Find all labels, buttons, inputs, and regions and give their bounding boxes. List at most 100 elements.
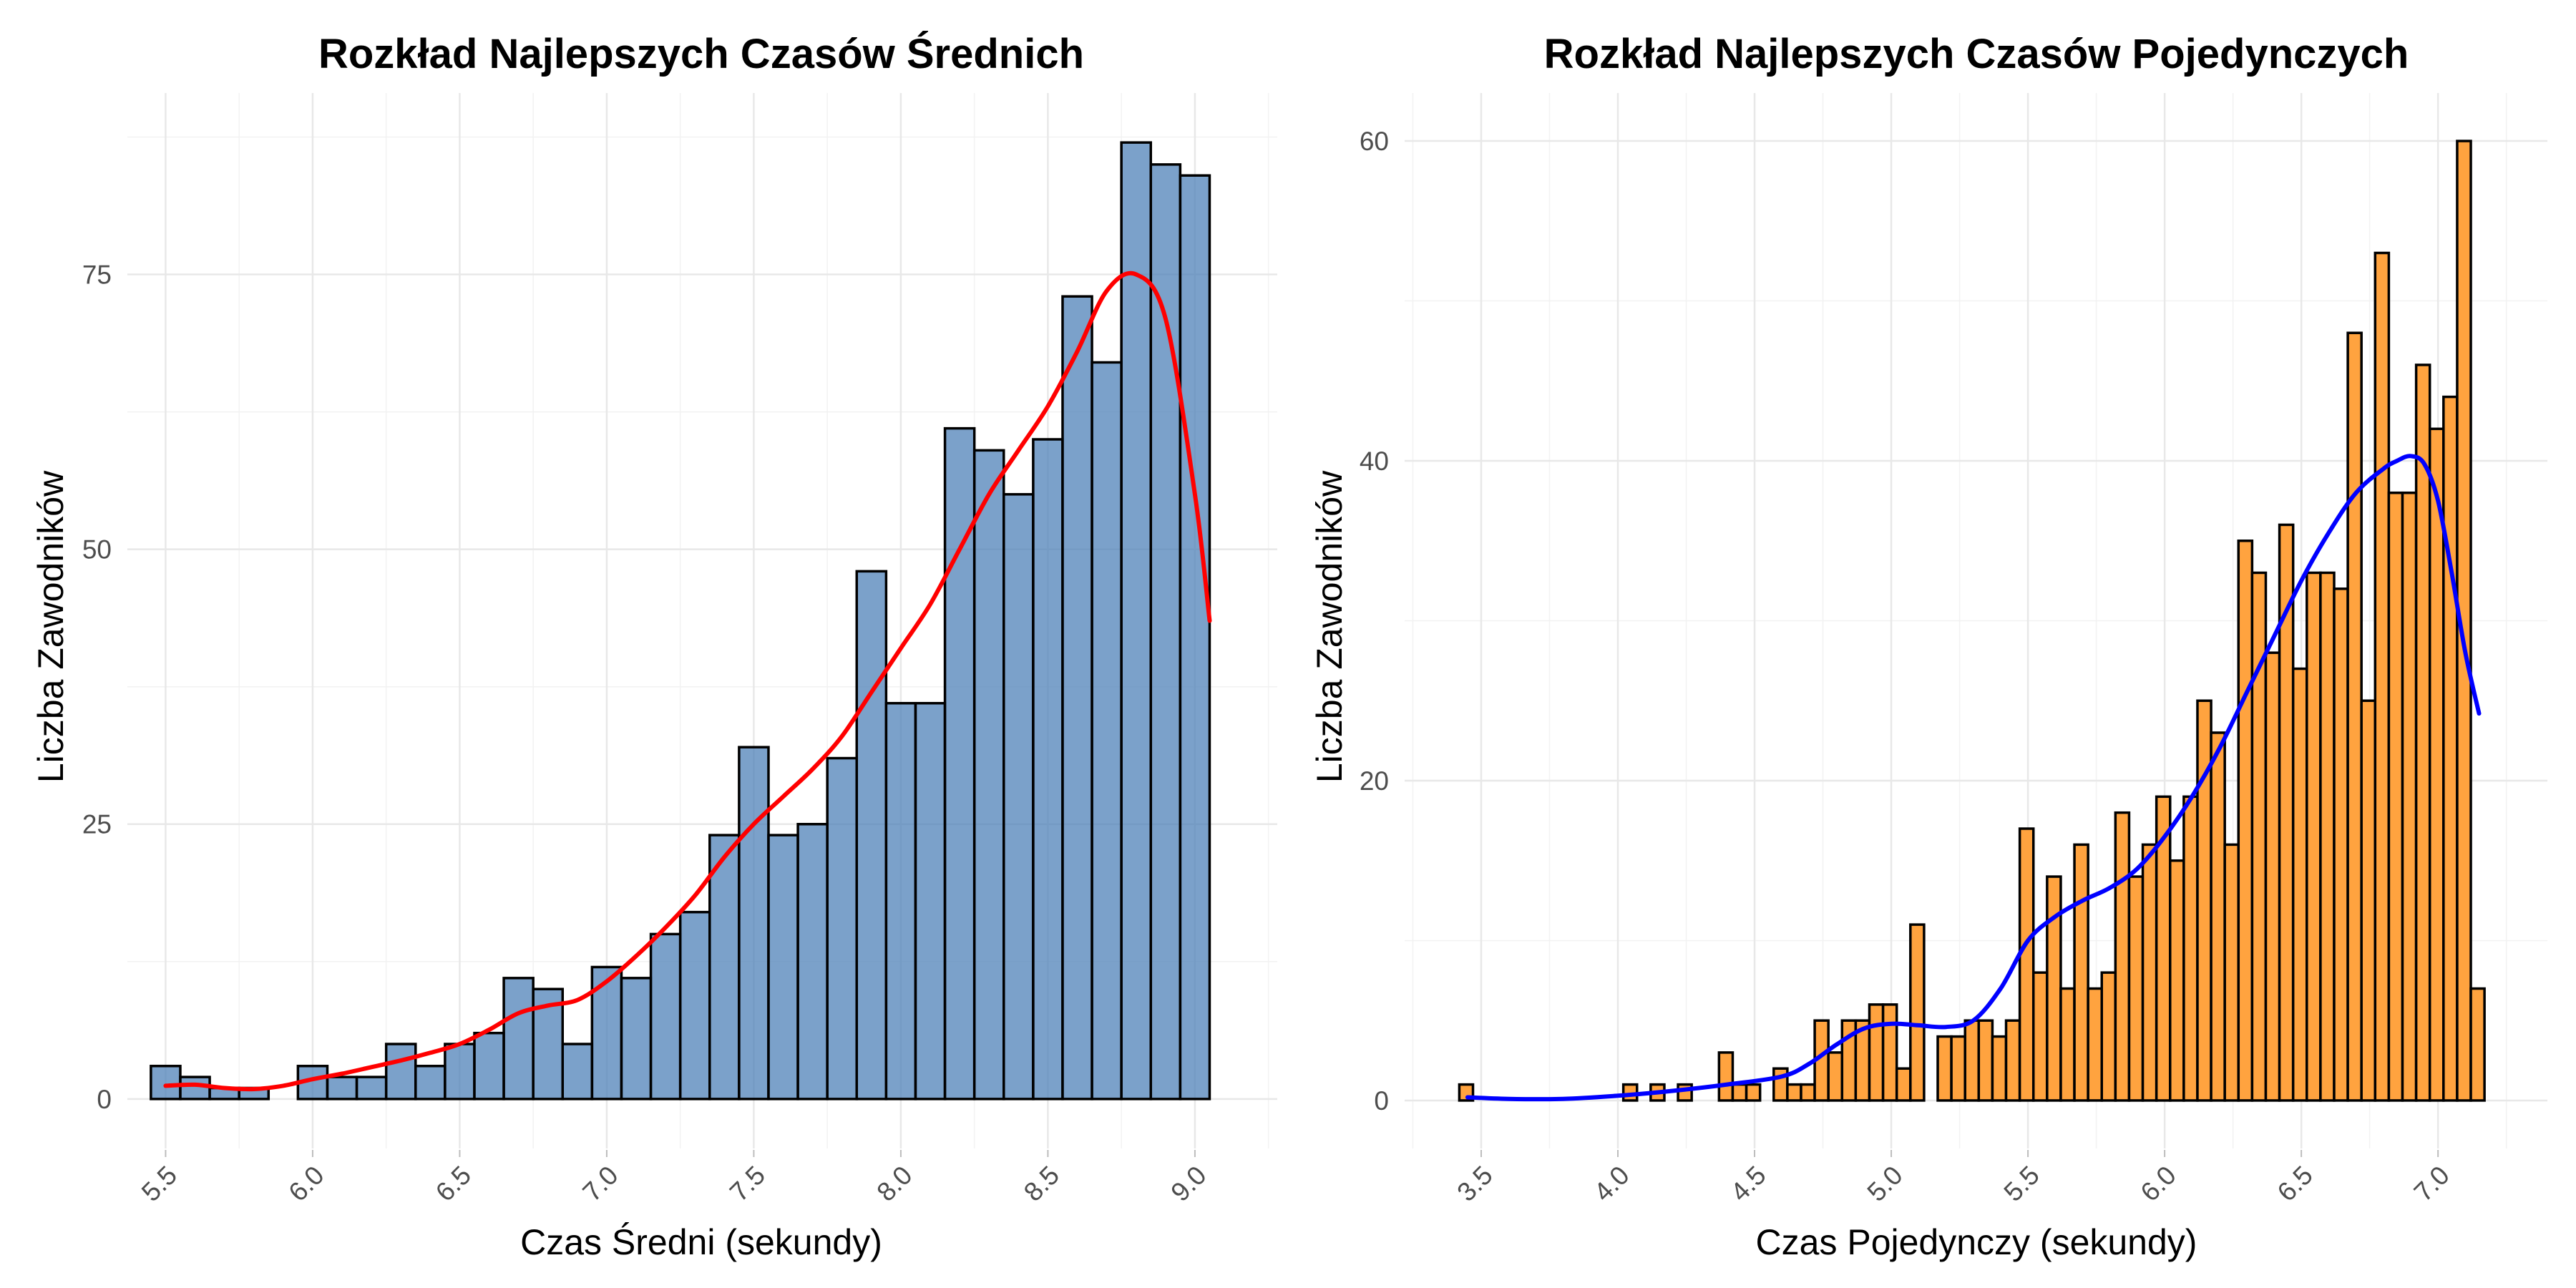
- x-tick-label: 3.5: [1451, 1160, 1498, 1206]
- histogram-bar: [738, 746, 770, 1101]
- histogram-bar: [2127, 875, 2145, 1102]
- histogram-bar: [1909, 923, 1926, 1102]
- x-axis-title: Czas Pojedynczy (sekundy): [1756, 1222, 2197, 1262]
- histogram-bar: [2264, 651, 2281, 1102]
- y-tick-label: 0: [1374, 1086, 1389, 1116]
- x-axis-ticks: 5.5 6.0 6.5 7.0 7.5 8.0 8.5 9.0: [136, 1150, 1212, 1207]
- histogram-bar: [1963, 1019, 1981, 1102]
- x-tick-label: 8.5: [1018, 1160, 1065, 1206]
- histogram-bar: [2306, 571, 2322, 1102]
- histogram-bar: [914, 701, 947, 1101]
- histogram-bar: [1786, 1083, 1802, 1102]
- histogram-bar: [1120, 141, 1153, 1101]
- histogram-bar: [1895, 1067, 1912, 1102]
- histogram-bar: [2346, 331, 2363, 1102]
- chart-title: Rozkład Najlepszych Czasów Średnich: [318, 31, 1084, 77]
- histogram-bar: [2456, 140, 2472, 1102]
- histogram-bar: [150, 1065, 182, 1101]
- x-tick-label: 7.5: [724, 1160, 771, 1206]
- histogram-bar: [1950, 1035, 1966, 1102]
- histogram-bar: [2059, 987, 2076, 1102]
- x-tick-label: 6.5: [430, 1160, 477, 1206]
- histogram-bar: [473, 1031, 505, 1101]
- histogram-bar: [1731, 1083, 1748, 1102]
- histogram-bar: [2401, 491, 2418, 1102]
- panel-average-times: Rozkład Najlepszych Czasów Średnich 5.5 6…: [31, 31, 1277, 1262]
- density-curve: [163, 270, 1212, 1092]
- histogram-bar: [620, 977, 653, 1101]
- histogram-bar: [2442, 395, 2459, 1102]
- y-tick-label: 50: [82, 535, 112, 565]
- histogram-bar: [1868, 1003, 1885, 1102]
- histogram-bar: [1977, 1019, 1994, 1102]
- histogram-bar: [2319, 571, 2336, 1102]
- histogram-bar: [2428, 427, 2445, 1102]
- histogram-bar: [678, 910, 711, 1101]
- histogram-bar: [855, 570, 888, 1101]
- histogram-bar: [326, 1075, 358, 1101]
- y-tick-label: 40: [1360, 447, 1389, 476]
- histogram-bar: [1717, 1051, 1735, 1102]
- y-axis-title: Liczba Zawodników: [31, 470, 71, 783]
- bars: [150, 141, 1211, 1101]
- histogram-bar: [2141, 843, 2158, 1102]
- histogram-bar: [1800, 1083, 1816, 1102]
- histogram-bar: [2250, 571, 2268, 1102]
- histogram-bar: [2469, 987, 2486, 1102]
- histogram-bar: [767, 834, 799, 1101]
- chart-title: Rozkład Najlepszych Czasów Pojedynczych: [1544, 31, 2409, 77]
- histogram-bar: [355, 1075, 388, 1101]
- histogram-bar: [444, 1043, 476, 1101]
- histogram-bar: [502, 977, 535, 1101]
- y-axis-ticks: 0 25 50 75: [82, 260, 112, 1114]
- y-tick-label: 25: [82, 810, 112, 839]
- histogram-bar: [179, 1075, 211, 1101]
- histogram-bar: [1091, 361, 1123, 1101]
- histogram-bar: [2018, 827, 2035, 1102]
- x-tick-label: 6.5: [2272, 1160, 2318, 1206]
- histogram-bar: [884, 701, 917, 1101]
- x-tick-label: 4.5: [1725, 1160, 1772, 1206]
- x-tick-label: 5.0: [1862, 1160, 1908, 1206]
- histogram-bar: [972, 449, 1005, 1101]
- density-curve-group: [163, 270, 1212, 1092]
- bars: [1458, 140, 2486, 1102]
- histogram-bar: [2373, 251, 2391, 1102]
- histogram-bar: [2031, 971, 2049, 1102]
- x-tick-label: 5.5: [1999, 1160, 2045, 1206]
- histogram-bar: [1149, 163, 1182, 1101]
- histogram-bar: [826, 756, 859, 1101]
- x-axis-title: Czas Średni (sekundy): [520, 1221, 882, 1262]
- histogram-bar: [384, 1043, 417, 1101]
- histogram-bar: [796, 822, 829, 1101]
- histogram-bar: [2046, 875, 2062, 1102]
- x-tick-label: 4.0: [1588, 1160, 1634, 1206]
- histogram-bar: [2333, 587, 2349, 1102]
- histogram-bar: [2291, 667, 2308, 1102]
- histogram-bar: [2004, 1019, 2021, 1102]
- histogram-bar: [1881, 1003, 1898, 1102]
- histogram-bar: [2196, 699, 2212, 1102]
- histogram-bar: [2223, 843, 2240, 1102]
- histogram-bar: [2114, 811, 2131, 1102]
- histogram-bar: [708, 834, 741, 1101]
- density-curve-group: [1465, 454, 2482, 1102]
- histogram-bar: [2237, 540, 2254, 1102]
- histogram-bar: [1745, 1083, 1762, 1102]
- y-tick-label: 75: [82, 260, 112, 290]
- y-tick-label: 0: [97, 1085, 112, 1114]
- histogram-bar: [2169, 859, 2185, 1102]
- x-tick-label: 7.0: [2409, 1160, 2455, 1206]
- histogram-bar: [1936, 1035, 1953, 1102]
- panel-single-times: Rozkład Najlepszych Czasów Pojedynczych …: [1309, 31, 2547, 1262]
- histogram-bar: [2073, 843, 2089, 1102]
- histogram-bar: [1827, 1051, 1844, 1102]
- histogram-bar: [1002, 493, 1035, 1101]
- histogram-bar: [2360, 699, 2377, 1102]
- histogram-bar: [561, 1043, 594, 1101]
- x-tick-label: 9.0: [1165, 1160, 1211, 1206]
- histogram-bar: [2087, 987, 2103, 1102]
- histogram-bar: [2100, 971, 2117, 1102]
- histogram-bar: [1179, 174, 1211, 1101]
- histogram-bar: [2182, 795, 2199, 1102]
